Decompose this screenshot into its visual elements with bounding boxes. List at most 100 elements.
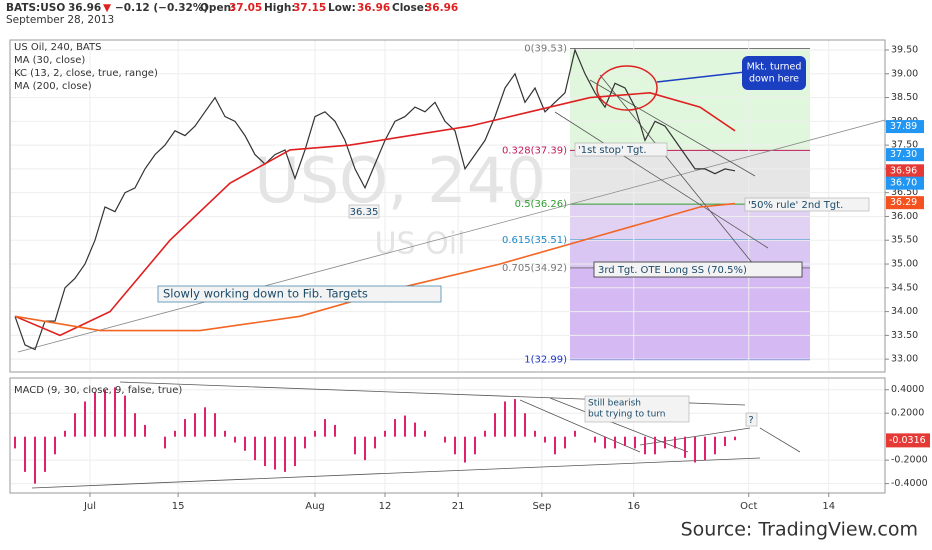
price-tag [886, 120, 924, 134]
macd-bar [394, 419, 396, 437]
callout-pointer [656, 71, 746, 83]
macd-bar [104, 389, 106, 437]
change: −0.12 (−0.32%) [115, 2, 208, 14]
macd-bar [274, 436, 276, 470]
macd-bar [264, 436, 266, 467]
macd-bar [444, 436, 446, 443]
price-tag [886, 148, 924, 162]
macd-bar [294, 436, 296, 467]
macd-bar [504, 401, 506, 437]
macd-bar [14, 436, 16, 449]
macd-bar [704, 436, 706, 461]
macd-bar [324, 419, 326, 437]
ohlc-value: 36.96 [357, 2, 390, 14]
trend-lines [17, 74, 886, 489]
macd-bar [634, 436, 636, 449]
macd-bar [284, 436, 286, 472]
macd-bar [374, 436, 376, 449]
macd-bar [124, 395, 126, 437]
x-tick-label: 21 [452, 501, 465, 512]
price-tag [886, 433, 930, 448]
arrow-line [554, 111, 769, 249]
macd-bar [214, 413, 216, 437]
macd-bar [174, 430, 176, 437]
y-tick-label: 33.00 [891, 354, 918, 365]
macd-bar [564, 436, 566, 449]
macd-bar [34, 436, 36, 484]
y-tick-label: 33.50 [891, 330, 918, 341]
price-tag-label: 37.30 [890, 149, 917, 160]
y-tick-label: 36.00 [891, 211, 918, 222]
callout-box [742, 56, 806, 90]
price-tag-label: 37.89 [890, 121, 917, 132]
legend-entry: MA (200, close) [14, 81, 92, 92]
macd-bar [554, 436, 556, 455]
arrow-line [519, 399, 641, 453]
macd-bar [184, 419, 186, 437]
label-box [593, 261, 803, 278]
label-box [348, 204, 380, 219]
macd-bar [724, 436, 726, 447]
ohlc-value: 37.05 [229, 2, 262, 14]
macd-bar [644, 436, 646, 455]
macd-bar [524, 413, 526, 437]
macd-bar [484, 430, 486, 437]
y-tick-label: 39.00 [891, 68, 918, 79]
fib-label: 0.705(34.92) [502, 263, 567, 274]
macd-bar [44, 436, 46, 472]
price-pane [9, 39, 886, 373]
macd-bar [134, 413, 136, 437]
arrow-line [759, 427, 801, 453]
highlight-circle [596, 65, 658, 111]
annotation: ? [748, 415, 753, 426]
annotation: '50% rule' 2nd Tgt. [748, 200, 843, 211]
macd-bar [534, 430, 536, 437]
ohlc-label: Open: [200, 2, 235, 14]
macd-bar [144, 424, 146, 437]
date: September 28, 2013 [6, 14, 114, 26]
macd-bar [304, 436, 306, 449]
annotation: but trying to turn [588, 410, 666, 420]
macd-title: MACD (9, 30, close, 9, false, true) [14, 385, 182, 396]
macd-bar [364, 436, 366, 461]
y-tick-label: 0.4000 [891, 384, 924, 395]
macd-bar [314, 430, 316, 437]
macd-pane [9, 377, 886, 494]
price-tag-label: 36.70 [890, 178, 917, 189]
annotation: '1st stop' Tgt. [578, 145, 647, 156]
macd-bar [114, 387, 116, 437]
trend-line [17, 119, 886, 353]
macd-bar [244, 436, 246, 451]
macd-bar [594, 436, 596, 443]
price-tag-label: -0.0316 [889, 435, 926, 446]
y-tick-label: 39.50 [891, 44, 918, 55]
macd-bar [254, 436, 256, 461]
ohlc-label: Close: [392, 2, 428, 14]
macd-bar [334, 424, 336, 437]
macd-bar [604, 436, 606, 449]
x-tick-label: 12 [379, 501, 392, 512]
macd-bar [544, 436, 546, 443]
macd-bar [454, 436, 456, 455]
macd-bar [164, 436, 166, 449]
legend-entry: MA (30, close) [14, 55, 85, 66]
macd-bar [514, 399, 516, 437]
watermark: US Oil [375, 227, 466, 262]
price-tag [886, 164, 924, 178]
callout-text: down here [749, 74, 799, 85]
macd-bar [734, 436, 736, 441]
macd-bar [414, 422, 416, 437]
macd-bar [204, 407, 206, 437]
x-tick-label: Sep [532, 501, 551, 512]
ohlc-label: Low: [328, 2, 356, 14]
macd-bar [474, 436, 476, 455]
y-tick-label: 36.50 [891, 187, 918, 198]
macd-bar [714, 436, 716, 455]
macd-bar [354, 436, 356, 455]
arrow-line [599, 74, 763, 276]
legend-entry: US Oil, 240, BATS [14, 42, 101, 53]
macd-bar [494, 413, 496, 437]
fib-label: 1(32.99) [524, 355, 567, 366]
y-tick-label: 35.00 [891, 259, 918, 270]
